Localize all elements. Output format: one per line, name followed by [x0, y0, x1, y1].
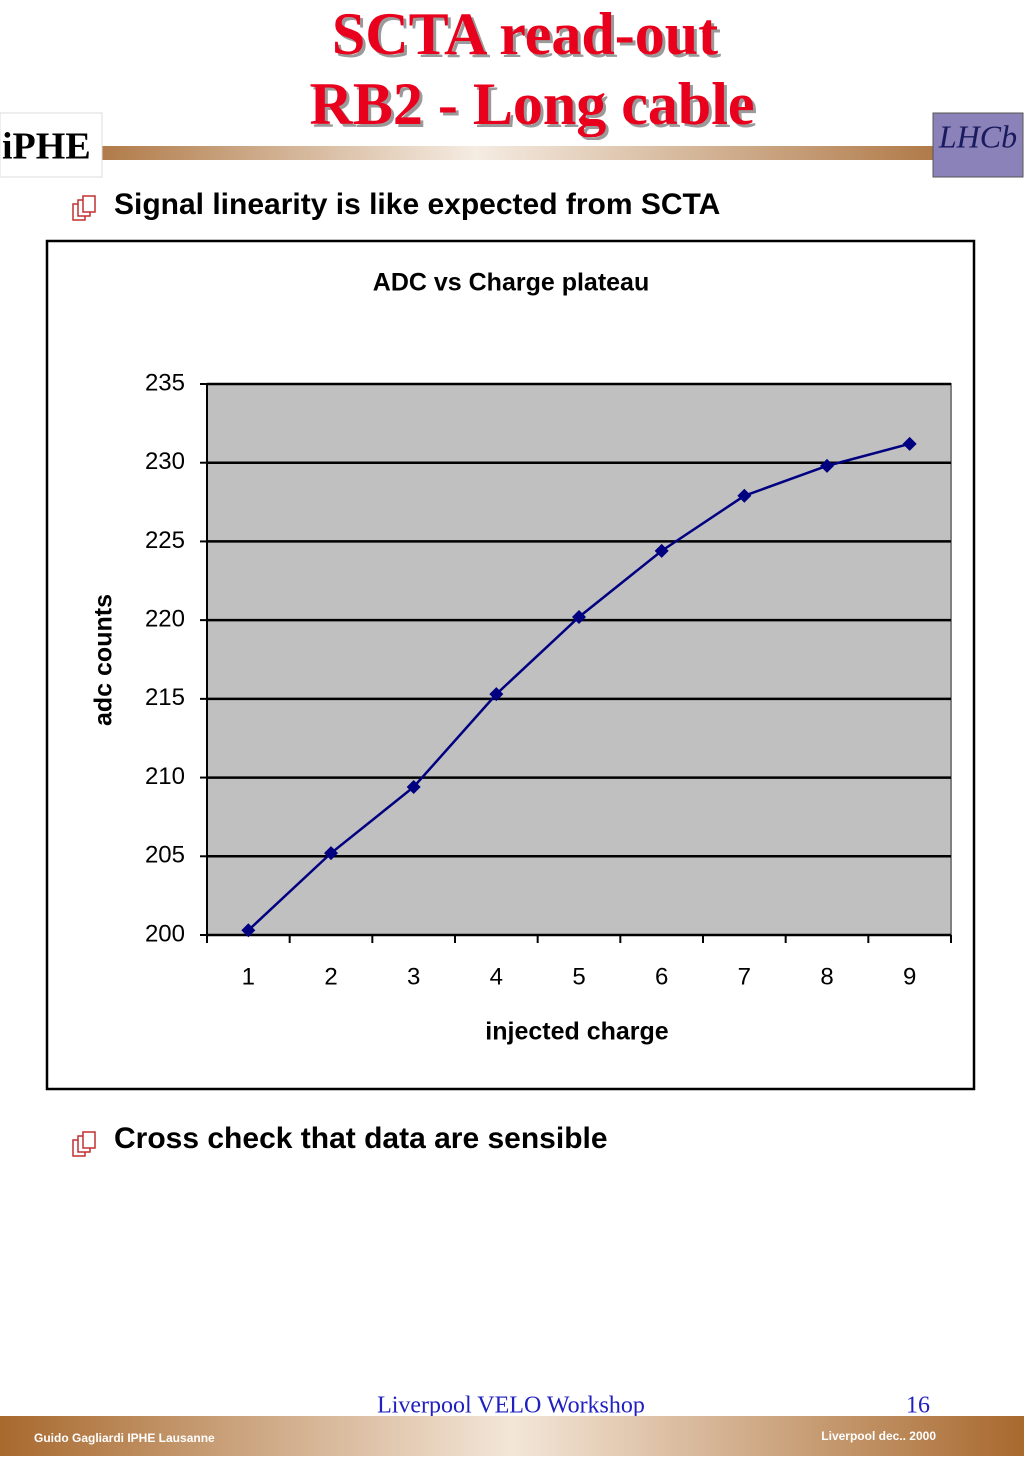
y-tick-label: 215: [145, 684, 185, 711]
x-tick-label: 8: [820, 963, 833, 990]
footer-author: Guido Gagliardi IPHE Lausanne: [34, 1431, 215, 1445]
x-tick-label: 5: [572, 963, 585, 990]
logo-left-box: [0, 112, 103, 178]
logo-left: iPHE: [2, 126, 91, 168]
x-tick-label: 9: [903, 963, 916, 990]
page-number: 16: [906, 1393, 930, 1419]
footer-date: Liverpool dec.. 2000: [821, 1429, 936, 1443]
data-point: [737, 488, 752, 503]
plot-area: [206, 383, 952, 936]
header-bar: [100, 146, 935, 160]
x-tick-label: 3: [407, 963, 420, 990]
y-tick-label: 205: [145, 842, 185, 869]
data-point: [572, 609, 586, 624]
data-point: [324, 846, 338, 861]
data-point: [489, 687, 504, 702]
bullet-text: Cross check that data are sensible: [114, 1122, 608, 1155]
title-line: SCTA read-out: [332, 1, 718, 67]
data-point: [902, 436, 917, 451]
logo-right: LHCb: [938, 118, 1017, 154]
x-tick-label: 1: [242, 963, 255, 990]
chart-title: ADC vs Charge plateau: [373, 269, 649, 297]
data-point: [241, 923, 256, 938]
data-point: [654, 543, 669, 558]
y-tick-label: 235: [145, 369, 185, 396]
x-tick-label: 4: [490, 963, 503, 990]
y-axis-title: adc counts: [90, 594, 118, 726]
y-tick-label: 225: [145, 527, 185, 554]
logo-right-box: [932, 112, 1024, 178]
footer-bar: [0, 1416, 1024, 1456]
title-line: RB2 - Long cable: [309, 71, 754, 137]
x-tick-label: 6: [655, 963, 668, 990]
y-tick-label: 210: [145, 763, 185, 790]
y-tick-label: 220: [145, 605, 185, 632]
data-point: [820, 458, 834, 473]
bullet-text: Signal linearity is like expected from S…: [114, 188, 720, 221]
bullet-icon: [72, 195, 96, 221]
chart: ADC vs Charge plateau2002052102152202252…: [90, 269, 952, 1046]
data-point: [406, 780, 421, 795]
y-tick-label: 230: [145, 448, 185, 475]
bullet-icon: [72, 1131, 96, 1157]
x-axis-title: injected charge: [485, 1018, 668, 1046]
footer-event: Liverpool VELO Workshop: [377, 1393, 645, 1419]
y-tick-label: 200: [145, 920, 185, 947]
x-tick-label: 2: [324, 963, 337, 990]
x-tick-label: 7: [738, 963, 751, 990]
